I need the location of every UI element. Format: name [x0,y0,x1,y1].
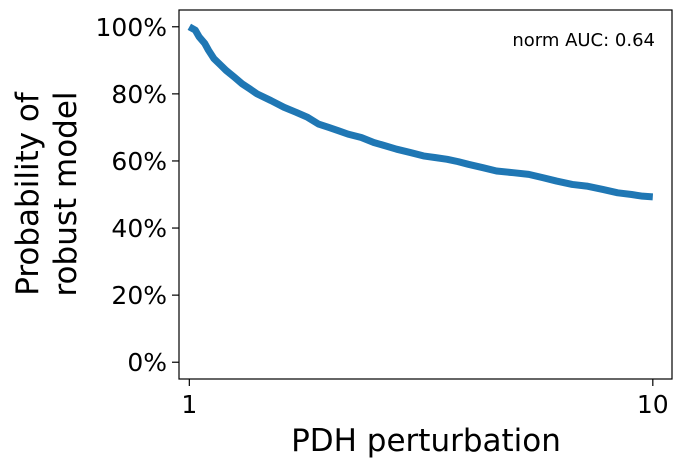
x-axis-title: PDH perturbation [291,423,561,459]
y-axis-ticks: 0% 20% 40% 60% 80% 100% [96,13,179,377]
series-line [187,23,654,201]
x-tick-label: 10 [637,390,669,419]
plot-area [178,9,673,380]
y-tick-label: 0% [127,348,167,377]
x-axis-ticks: 1 10 [181,379,669,419]
y-tick-label: 60% [111,147,167,176]
y-axis-title-line-2: robust model [48,91,84,296]
y-tick-label: 40% [111,214,167,243]
y-tick-label: 80% [111,80,167,109]
y-tick-label: 100% [96,13,167,42]
norm-auc-annotation: norm AUC: 0.64 [512,30,655,51]
y-tick-label: 20% [111,281,167,310]
x-tick-label: 1 [181,390,197,419]
y-axis-title-line-1: Probability of [10,91,46,296]
